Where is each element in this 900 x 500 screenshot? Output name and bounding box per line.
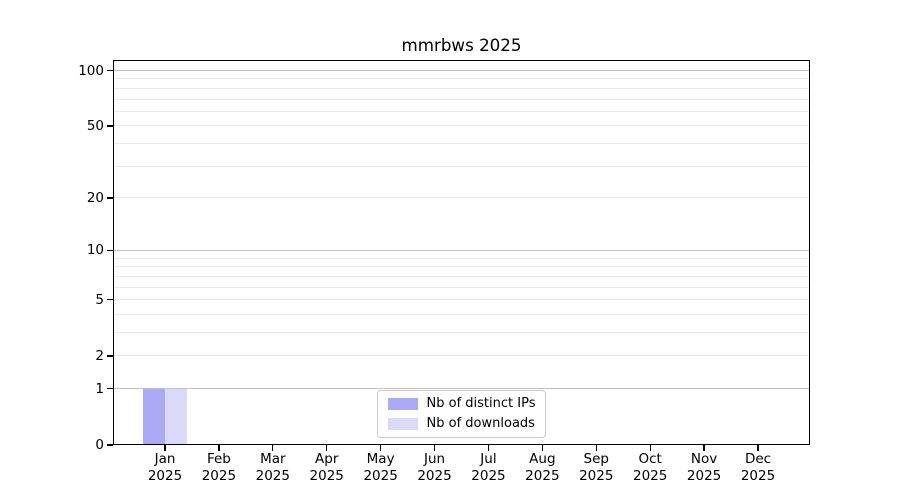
- y-tick: [107, 444, 113, 446]
- y-minor-gridline: [113, 313, 810, 315]
- y-minor-gridline: [113, 165, 810, 167]
- chart-title: mmrbws 2025: [401, 35, 522, 55]
- x-tick: [326, 445, 328, 451]
- x-tick-label: May 2025: [363, 451, 398, 484]
- x-tick: [757, 445, 759, 451]
- x-tick: [541, 445, 543, 451]
- y-tick-label: 50: [86, 117, 104, 134]
- x-tick-label: Apr 2025: [309, 451, 344, 484]
- y-tick: [107, 298, 113, 301]
- y-tick-label: 5: [95, 291, 104, 308]
- x-tick-label: Nov 2025: [686, 451, 722, 484]
- x-tick-label: Mar 2025: [255, 451, 290, 484]
- legend: Nb of distinct IPs Nb of downloads: [376, 390, 547, 438]
- x-tick: [487, 445, 490, 451]
- y-tick-label: 0: [95, 437, 104, 453]
- legend-label-downloads: Nb of downloads: [426, 416, 535, 431]
- x-tick: [649, 445, 651, 451]
- x-tick-label: Aug 2025: [525, 451, 560, 484]
- plot-area: Nb of distinct IPs Nb of downloads: [113, 60, 810, 445]
- y-major-gridline: [113, 388, 810, 390]
- y-tick: [107, 197, 113, 199]
- x-tick: [595, 445, 597, 451]
- y-minor-gridline: [113, 332, 810, 334]
- legend-swatch-distinct-ips-icon: [387, 398, 418, 410]
- x-tick-label: Sep 2025: [579, 451, 614, 484]
- x-tick: [703, 445, 705, 451]
- y-minor-gridline: [113, 197, 810, 199]
- y-minor-gridline: [113, 355, 810, 357]
- y-major-gridline: [113, 70, 810, 72]
- legend-label-distinct-ips: Nb of distinct IPs: [426, 396, 536, 411]
- y-minor-gridline: [113, 98, 810, 100]
- x-tick-label: Feb 2025: [201, 451, 237, 484]
- y-tick-label: 1: [95, 380, 104, 397]
- y-major-gridline: [113, 249, 810, 251]
- bar-distinct-ips: [143, 388, 165, 445]
- legend-item-downloads: Nb of downloads: [387, 416, 536, 432]
- x-tick: [433, 445, 436, 451]
- x-tick: [379, 445, 382, 451]
- bar-downloads: [165, 388, 187, 445]
- legend-swatch-downloads-icon: [387, 418, 418, 430]
- y-tick: [107, 249, 113, 252]
- y-tick-label: 100: [78, 62, 104, 79]
- y-minor-gridline: [113, 286, 810, 288]
- y-minor-gridline: [113, 110, 810, 112]
- y-tick: [107, 125, 113, 127]
- y-tick: [107, 69, 113, 72]
- x-tick: [272, 445, 274, 451]
- y-tick-label: 2: [95, 347, 104, 364]
- x-tick-label: Jul 2025: [471, 451, 506, 484]
- x-tick: [218, 445, 220, 451]
- y-minor-gridline: [113, 299, 810, 301]
- x-tick: [164, 445, 166, 451]
- x-tick-label: Dec 2025: [740, 451, 776, 484]
- y-tick: [107, 355, 113, 357]
- y-minor-gridline: [113, 125, 810, 127]
- legend-item-distinct-ips: Nb of distinct IPs: [387, 396, 536, 412]
- y-minor-gridline: [113, 78, 810, 80]
- y-minor-gridline: [113, 275, 810, 277]
- x-tick-label: Jan 2025: [147, 451, 183, 484]
- y-minor-gridline: [113, 266, 810, 268]
- y-minor-gridline: [113, 143, 810, 145]
- plot-spines: [113, 60, 810, 445]
- y-minor-gridline: [113, 257, 810, 259]
- y-tick: [107, 388, 113, 390]
- y-minor-gridline: [113, 87, 810, 89]
- y-tick-label: 20: [86, 189, 104, 206]
- x-tick-label: Jun 2025: [417, 451, 452, 484]
- y-tick-label: 10: [86, 242, 104, 259]
- x-tick-label: Oct 2025: [632, 451, 668, 484]
